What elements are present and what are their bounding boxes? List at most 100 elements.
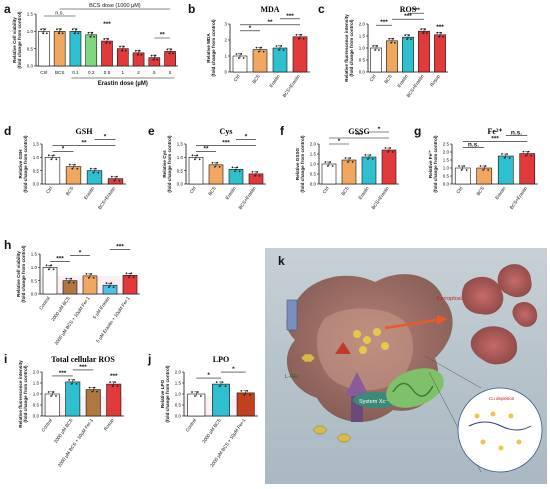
bar bbox=[228, 169, 244, 185]
data-point bbox=[344, 157, 347, 159]
y-tick-label: 1.5 bbox=[27, 12, 34, 17]
data-point bbox=[295, 33, 298, 36]
sig-label: ** bbox=[267, 19, 273, 26]
data-point bbox=[110, 175, 113, 178]
y-tick-label: 2.0 bbox=[175, 370, 182, 375]
bar bbox=[386, 40, 398, 73]
data-point bbox=[253, 174, 256, 177]
chart-svg-g: Fe²⁺ 0.0 0.5 1.0 1.5 2.0 2.5 Relative Fe²⁺ (fold… bbox=[428, 127, 538, 210]
category-label: Rosup bbox=[103, 417, 115, 431]
sig-label: *** bbox=[79, 364, 87, 371]
category-label: BCS+Erastin bbox=[371, 185, 391, 210]
sig-label: * bbox=[79, 249, 82, 256]
data-point bbox=[300, 33, 303, 36]
category-label: BCS bbox=[383, 74, 393, 85]
data-point bbox=[87, 31, 90, 34]
data-point bbox=[238, 170, 241, 173]
y-tick-label: 1.5 bbox=[443, 158, 450, 163]
data-point bbox=[136, 53, 139, 56]
data-point bbox=[256, 170, 259, 173]
data-point bbox=[501, 153, 503, 155]
data-point bbox=[224, 385, 227, 387]
sig-label: n.s. bbox=[468, 142, 479, 149]
data-point bbox=[85, 272, 88, 275]
bcs-dose-label: BCS dose (1000 µM) bbox=[89, 3, 141, 9]
data-point bbox=[364, 154, 367, 156]
category-label: BCS+Erastin bbox=[509, 185, 529, 210]
data-point bbox=[426, 32, 428, 35]
chart-title: ROS bbox=[400, 5, 417, 14]
data-point bbox=[154, 54, 157, 57]
data-point bbox=[196, 154, 199, 157]
chart-svg-j: LPO 0.0 0.5 1.0 1.5 2.0 Relative LPO (fold chan… bbox=[160, 355, 258, 468]
y-axis-label: (fold change from control) bbox=[433, 135, 438, 193]
panel-label-a: a bbox=[4, 2, 11, 16]
y-axis-label: (fold change from control) bbox=[21, 245, 26, 303]
category-label: BCS bbox=[207, 186, 217, 197]
data-point bbox=[372, 45, 375, 47]
y-tick-label: 3 bbox=[224, 22, 227, 27]
y-tick-label: 2.0 bbox=[443, 150, 450, 155]
bar bbox=[42, 267, 58, 295]
y-tick-label: 0 bbox=[224, 70, 227, 75]
chart-svg-c: ROS 0.0 0.5 1.0 1.5 2.0 Relative fluorescence … bbox=[344, 5, 448, 98]
category-label: BCS+Erastin bbox=[97, 185, 117, 210]
y-axis-label: Relative fluorescence intensity bbox=[18, 360, 23, 428]
data-point bbox=[132, 276, 135, 279]
category-label: Ctrl bbox=[233, 74, 241, 83]
data-point bbox=[75, 28, 78, 31]
chart-svg-d: GSH 0.0 0.5 1.0 1.5 Relative GSH (fold change … bbox=[18, 127, 126, 210]
y-axis-label: Relative Cell viability bbox=[16, 251, 21, 297]
data-point bbox=[73, 379, 75, 381]
data-point bbox=[522, 150, 525, 153]
ns-label: n.s. bbox=[55, 11, 64, 17]
chart-cys: Cys 0.0 0.5 1.0 1.5 Relative Cys (fold change … bbox=[144, 122, 277, 236]
y-tick-label: 0.5 bbox=[443, 174, 450, 179]
bar bbox=[38, 31, 50, 67]
data-point bbox=[410, 38, 412, 41]
data-point bbox=[249, 394, 252, 396]
y-tick-label: 2 bbox=[224, 38, 227, 43]
y-tick-label: 1.0 bbox=[177, 155, 184, 160]
y-tick-label: 1.0 bbox=[443, 166, 450, 171]
data-point bbox=[324, 161, 327, 163]
category-label: 5 µM Erastin + 10µM Fer-1 bbox=[95, 295, 131, 343]
data-point bbox=[92, 276, 95, 279]
sig-label: ** bbox=[203, 145, 209, 152]
category-label: BCS bbox=[251, 74, 261, 85]
data-point bbox=[70, 277, 73, 280]
data-point bbox=[120, 49, 123, 52]
membrane-channel bbox=[286, 299, 298, 331]
y-tick-label: 2.5 bbox=[443, 142, 450, 147]
chart-svg-i: Total cellular ROS 0.0 0.5 1.0 1.5 2.0 Relativ… bbox=[18, 355, 124, 468]
data-point bbox=[422, 32, 425, 35]
panel-label-d: d bbox=[4, 124, 12, 138]
sig-label: *** bbox=[404, 13, 412, 20]
chart-title: Fe²⁺ bbox=[487, 127, 502, 136]
y-axis-label: (fold change from control) bbox=[23, 135, 28, 193]
sig-label: *** bbox=[491, 136, 499, 143]
y-axis-label: Relative Cell viability bbox=[12, 17, 17, 63]
data-point bbox=[440, 31, 442, 34]
data-point bbox=[47, 391, 50, 393]
data-point bbox=[371, 158, 374, 160]
data-point bbox=[97, 171, 100, 174]
data-point bbox=[231, 166, 234, 169]
bar bbox=[44, 157, 61, 185]
data-point bbox=[465, 169, 468, 171]
data-point bbox=[103, 38, 106, 40]
data-point bbox=[484, 165, 487, 167]
data-point bbox=[71, 167, 74, 170]
ferroptosis-label: Ferroptosis bbox=[437, 296, 465, 302]
panel-label-b: b bbox=[188, 2, 196, 16]
y-axis-label: (fold change from control) bbox=[211, 19, 216, 77]
data-point bbox=[302, 37, 305, 40]
bar bbox=[65, 381, 81, 417]
y-axis-label: Relative GSSG bbox=[295, 147, 300, 180]
chart-title: GSSG bbox=[348, 127, 369, 136]
y-tick-label: 0.0 bbox=[177, 182, 184, 187]
bar bbox=[85, 34, 98, 67]
category-label: Ctrl bbox=[45, 186, 53, 195]
category-label: 0.5 bbox=[104, 70, 111, 75]
sig-label: * bbox=[207, 372, 210, 379]
